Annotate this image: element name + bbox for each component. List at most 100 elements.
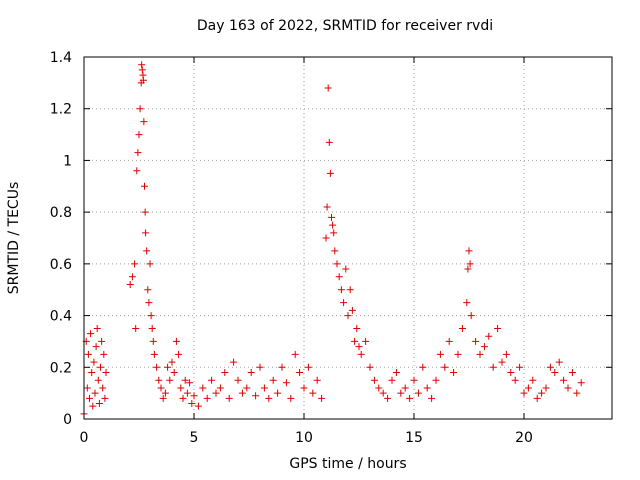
data-point xyxy=(362,337,370,345)
data-point xyxy=(132,325,140,332)
data-point xyxy=(99,384,107,392)
data-point xyxy=(322,234,330,242)
data-point xyxy=(323,203,331,211)
data-point xyxy=(464,265,472,273)
y-tick-label: 1.2 xyxy=(50,102,72,118)
data-point xyxy=(428,394,436,402)
plot-frame xyxy=(83,56,613,420)
data-point xyxy=(357,350,365,358)
data-point xyxy=(346,286,354,294)
data-point xyxy=(147,312,155,320)
data-point xyxy=(149,337,157,345)
data-point xyxy=(146,260,154,268)
data-point xyxy=(177,384,185,392)
data-point xyxy=(247,368,255,376)
data-point xyxy=(324,84,332,92)
data-point xyxy=(95,399,103,407)
data-point xyxy=(342,265,350,273)
data-point xyxy=(577,379,585,387)
data-point xyxy=(161,389,169,397)
axis-ticks: 0 5 10 15 20 0 0.2 0.4 0.6 0.8 1 1.2 1.4 xyxy=(50,50,612,446)
data-point xyxy=(502,350,510,358)
chart-title: Day 163 of 2022, SRMTID for receiver rvd… xyxy=(196,18,494,34)
data-point xyxy=(102,368,110,376)
data-point xyxy=(355,343,363,351)
data-point xyxy=(170,368,178,376)
data-point xyxy=(465,247,473,255)
data-point xyxy=(466,260,474,268)
data-point xyxy=(282,379,290,387)
data-point xyxy=(183,389,191,397)
data-point xyxy=(432,376,440,384)
data-point xyxy=(476,350,484,358)
data-point xyxy=(252,392,260,400)
data-point xyxy=(90,358,98,366)
data-point xyxy=(304,363,312,371)
data-point xyxy=(136,105,144,113)
data-point xyxy=(507,368,515,376)
data-point xyxy=(256,363,264,371)
y-tick-label: 0.2 xyxy=(50,360,72,376)
x-tick-label: 15 xyxy=(405,430,423,446)
data-point xyxy=(533,394,541,402)
data-point xyxy=(97,363,104,371)
data-point xyxy=(188,399,196,407)
data-point xyxy=(141,182,148,190)
axes-frame xyxy=(83,56,613,420)
x-tick-label: 20 xyxy=(515,430,533,446)
data-point xyxy=(216,384,224,392)
data-point xyxy=(83,384,91,392)
y-tick-label: 1 xyxy=(63,153,72,169)
data-point xyxy=(516,363,524,371)
data-point xyxy=(203,394,211,402)
data-point xyxy=(309,389,317,397)
data-point xyxy=(546,363,554,371)
data-point xyxy=(157,384,165,392)
data-point xyxy=(300,384,308,392)
data-point xyxy=(287,394,295,402)
data-point xyxy=(325,138,333,146)
data-point xyxy=(159,394,167,402)
data-point xyxy=(243,384,251,392)
data-point xyxy=(94,376,102,384)
data-point xyxy=(330,229,338,237)
data-point xyxy=(260,384,268,392)
data-point xyxy=(87,330,95,338)
data-point xyxy=(168,358,176,366)
y-tick-label: 0.8 xyxy=(50,205,72,221)
y-tick-label: 0 xyxy=(63,412,72,428)
data-point xyxy=(133,167,141,175)
data-point xyxy=(410,376,418,384)
data-point xyxy=(573,389,581,397)
data-point xyxy=(436,350,444,358)
data-point xyxy=(467,312,475,320)
data-point xyxy=(179,394,187,402)
data-point xyxy=(564,384,572,392)
data-point xyxy=(238,389,246,397)
data-point xyxy=(153,363,161,371)
data-point xyxy=(84,350,92,358)
data-point xyxy=(126,281,134,289)
data-point xyxy=(135,131,143,139)
data-point xyxy=(485,332,493,340)
data-point xyxy=(329,221,337,229)
data-point xyxy=(88,368,96,376)
data-point xyxy=(199,384,207,392)
data-point xyxy=(370,376,378,384)
data-point xyxy=(414,389,422,397)
data-point xyxy=(190,392,198,400)
data-point xyxy=(489,363,497,371)
data-point xyxy=(337,286,345,294)
data-point xyxy=(194,402,202,410)
data-point xyxy=(92,343,100,351)
data-point xyxy=(472,337,480,345)
data-point xyxy=(450,368,458,376)
data-point xyxy=(335,273,343,281)
grid-lines xyxy=(84,57,612,419)
data-point xyxy=(93,325,101,332)
data-point xyxy=(494,325,502,332)
data-point xyxy=(353,325,361,332)
data-point xyxy=(366,363,374,371)
data-point xyxy=(344,312,352,320)
